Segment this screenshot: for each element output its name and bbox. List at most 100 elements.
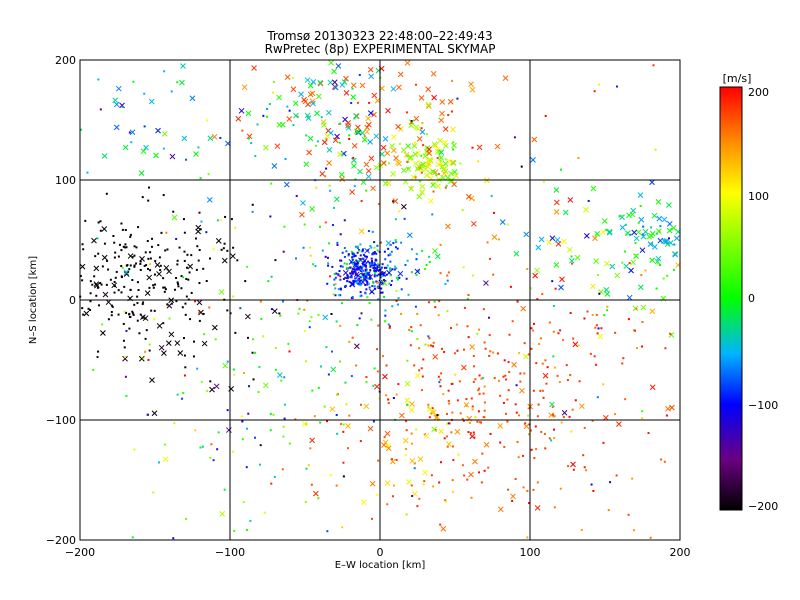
data-point xyxy=(270,308,273,311)
data-point xyxy=(314,265,317,268)
data-point xyxy=(355,277,358,280)
data-point xyxy=(368,261,371,264)
data-point xyxy=(233,373,236,376)
data-point xyxy=(349,276,352,279)
data-point xyxy=(373,367,376,370)
data-point xyxy=(438,481,441,484)
data-point-x xyxy=(179,79,185,86)
data-point-x xyxy=(385,445,392,452)
data-point xyxy=(388,269,391,272)
data-point xyxy=(251,210,254,213)
data-point-x xyxy=(369,288,375,295)
data-point-x xyxy=(142,315,149,322)
data-point-x xyxy=(413,124,420,131)
data-point xyxy=(342,461,345,464)
data-point xyxy=(513,136,516,139)
data-point-x xyxy=(382,373,388,380)
data-point xyxy=(664,347,667,350)
data-point xyxy=(143,264,146,267)
data-point xyxy=(153,317,156,320)
data-point xyxy=(113,256,116,259)
data-point xyxy=(410,484,413,487)
data-point-x xyxy=(418,165,424,171)
data-point xyxy=(245,528,248,531)
data-point-x xyxy=(228,386,234,392)
data-point-x xyxy=(368,155,375,162)
data-point xyxy=(326,530,329,533)
data-point xyxy=(379,276,382,279)
data-point xyxy=(552,304,555,307)
data-point xyxy=(346,277,349,280)
data-point xyxy=(410,442,413,445)
data-point xyxy=(371,285,374,288)
data-point xyxy=(462,348,465,351)
data-point xyxy=(445,423,448,426)
data-point xyxy=(159,269,162,272)
data-point xyxy=(219,219,222,222)
data-point xyxy=(380,266,383,269)
data-point-x xyxy=(351,163,357,169)
data-point xyxy=(397,383,400,386)
data-point xyxy=(471,274,474,277)
data-point xyxy=(577,156,580,159)
data-point-x xyxy=(439,99,446,105)
data-point xyxy=(534,425,537,428)
data-point xyxy=(362,261,365,264)
data-point xyxy=(95,294,98,297)
data-point xyxy=(627,513,630,516)
data-point xyxy=(344,284,347,287)
data-point-x xyxy=(593,258,599,264)
data-point xyxy=(383,320,386,323)
data-point xyxy=(272,80,275,83)
data-point xyxy=(288,350,291,353)
data-point-x xyxy=(381,280,388,286)
data-point xyxy=(388,326,391,329)
data-point xyxy=(591,419,594,422)
data-point-x xyxy=(309,437,316,444)
data-point xyxy=(505,378,508,381)
data-point xyxy=(373,263,376,266)
data-point xyxy=(428,416,431,419)
data-point-x xyxy=(558,284,564,291)
data-point-x xyxy=(497,506,504,513)
data-point xyxy=(282,425,285,428)
data-point xyxy=(519,380,522,383)
data-point xyxy=(182,276,185,279)
data-point-x xyxy=(559,276,565,283)
data-point xyxy=(516,300,519,303)
data-point-x xyxy=(619,224,626,231)
data-point xyxy=(554,287,557,290)
data-point xyxy=(234,331,237,334)
data-point xyxy=(312,263,315,266)
data-point xyxy=(232,295,235,298)
data-point xyxy=(198,211,201,214)
data-point xyxy=(105,192,108,195)
data-point xyxy=(107,268,110,271)
data-point-x xyxy=(626,294,633,301)
data-point-x xyxy=(419,183,426,190)
data-point xyxy=(396,247,399,250)
data-point xyxy=(360,312,363,315)
data-point xyxy=(331,223,334,226)
data-point xyxy=(624,250,627,253)
data-point xyxy=(395,276,398,279)
data-point-x xyxy=(198,309,204,316)
data-point-x xyxy=(520,305,527,312)
data-point-x xyxy=(430,409,437,416)
data-point xyxy=(135,262,138,265)
data-point xyxy=(131,279,134,282)
data-point xyxy=(328,242,331,245)
data-point xyxy=(188,271,191,274)
data-point xyxy=(442,393,445,396)
data-point xyxy=(185,266,188,269)
data-point xyxy=(270,482,273,485)
data-point-x xyxy=(655,199,662,205)
data-point-x xyxy=(412,151,419,158)
data-point xyxy=(384,314,387,317)
data-point xyxy=(244,280,247,283)
data-point xyxy=(508,371,511,374)
data-point-x xyxy=(416,136,423,142)
data-point xyxy=(515,384,518,387)
data-point xyxy=(466,478,469,481)
data-point xyxy=(355,254,358,257)
